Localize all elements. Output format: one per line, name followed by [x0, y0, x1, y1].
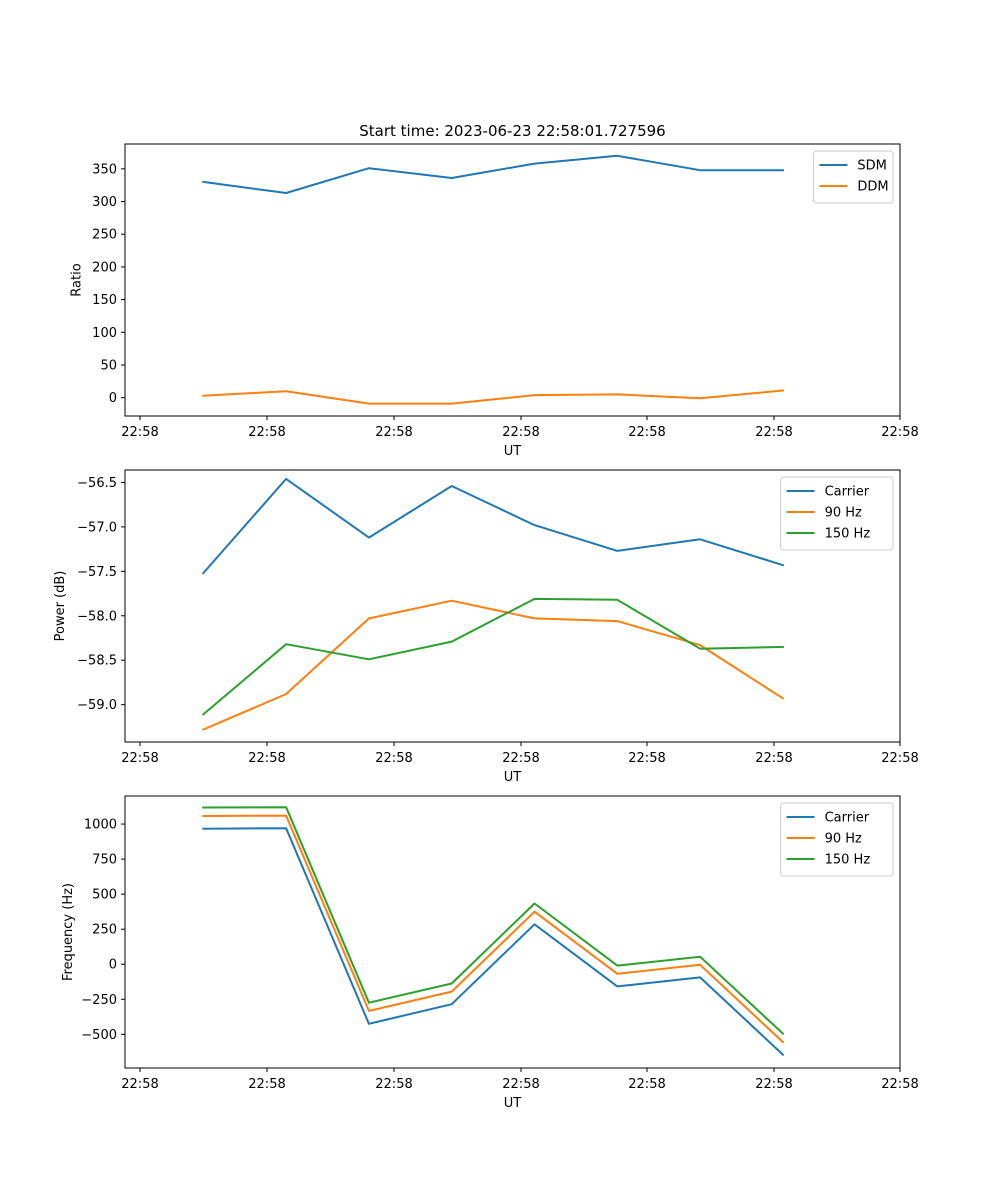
legend-entry: Carrier: [825, 485, 870, 500]
x-tick-label: 22:58: [502, 751, 539, 766]
series-line-90-hz: [202, 814, 785, 1044]
x-tick-label: 22:58: [881, 1077, 918, 1092]
x-tick-label: 22:58: [248, 425, 285, 440]
y-axis-label: Frequency (Hz): [61, 883, 76, 981]
y-tick-label: 0: [109, 391, 117, 406]
legend: SDM DDM: [812, 150, 894, 204]
x-tick-label: 22:58: [375, 1077, 412, 1092]
legend-entry: DDM: [857, 180, 888, 195]
x-tick-label: 22:58: [755, 1077, 792, 1092]
x-tick-label: 22:58: [628, 425, 665, 440]
y-tick-label: −57.5: [77, 565, 117, 580]
legend-entry: 90 Hz: [825, 832, 862, 847]
y-tick-label: 200: [92, 260, 117, 275]
x-tick-label: 22:58: [881, 751, 918, 766]
y-tick-label: −59.0: [77, 698, 117, 713]
x-tick-label: 22:58: [755, 425, 792, 440]
x-axis-label: UT: [504, 444, 522, 459]
subplot-3: 22:58 22:58 22:58 22:58 22:58 22:58 22:58 UT −50…: [61, 795, 919, 1111]
axes-frame: [124, 143, 901, 417]
legend-entry: SDM: [857, 159, 886, 174]
legend-entry: Carrier: [825, 811, 870, 826]
x-tick-label: 22:58: [628, 1077, 665, 1092]
y-tick-label: −58.5: [77, 654, 117, 669]
y-tick-label: −56.5: [77, 476, 117, 491]
legend-box: [780, 802, 894, 877]
y-axis-label: Power (dB): [53, 571, 68, 642]
legend-entry: 150 Hz: [825, 527, 871, 542]
series-line-sdm: [202, 154, 784, 194]
subplot-2: 22:58 22:58 22:58 22:58 22:58 22:58 22:58 UT −59…: [53, 469, 919, 785]
chart-title: Start time: 2023-06-23 22:58:01.727596: [359, 122, 665, 140]
y-tick-label: −500: [81, 1028, 117, 1043]
y-tick-label: −58.0: [77, 609, 117, 624]
x-tick-label: 22:58: [375, 751, 412, 766]
y-tick-label: 350: [92, 162, 117, 177]
y-tick-label: 750: [92, 853, 117, 868]
y-tick-label: 250: [92, 228, 117, 243]
x-tick-label: 22:58: [502, 425, 539, 440]
x-tick-label: 22:58: [248, 751, 285, 766]
y-tick-label: 0: [109, 958, 117, 973]
axes-frame: [124, 469, 901, 743]
y-tick-label: 100: [92, 326, 117, 341]
x-tick-label: 22:58: [121, 1077, 158, 1092]
y-tick-label: 1000: [84, 818, 117, 833]
axes-frame: [124, 795, 901, 1069]
x-tick-label: 22:58: [755, 751, 792, 766]
x-axis-label: UT: [504, 1096, 522, 1111]
series-line-carrier: [202, 827, 785, 1057]
series-line-150-hz: [202, 806, 785, 1036]
legend-box: [780, 476, 894, 551]
legend-entry: 90 Hz: [825, 506, 862, 521]
y-tick-label: 300: [92, 195, 117, 210]
x-tick-label: 22:58: [502, 1077, 539, 1092]
x-axis-label: UT: [504, 770, 522, 785]
x-tick-label: 22:58: [881, 425, 918, 440]
y-tick-label: 150: [92, 293, 117, 308]
series-line-carrier: [201, 477, 785, 575]
x-tick-label: 22:58: [628, 751, 665, 766]
legend: Carrier 90 Hz 150 Hz: [780, 802, 894, 877]
legend: Carrier 90 Hz 150 Hz: [780, 476, 894, 551]
y-axis-label: Ratio: [69, 263, 84, 296]
y-tick-label: −57.0: [77, 520, 117, 535]
x-tick-label: 22:58: [248, 1077, 285, 1092]
subplot-1: Start time: 2023-06-23 22:58:01.727596 22…: [69, 122, 918, 459]
series-line-ddm: [202, 389, 784, 405]
x-tick-label: 22:58: [375, 425, 412, 440]
x-tick-label: 22:58: [121, 751, 158, 766]
legend-entry: 150 Hz: [825, 853, 871, 868]
y-tick-label: 50: [100, 359, 117, 374]
y-tick-label: −250: [81, 993, 117, 1008]
series-line-150-hz: [201, 597, 784, 716]
y-tick-label: 500: [92, 888, 117, 903]
y-tick-label: 250: [92, 923, 117, 938]
x-tick-label: 22:58: [121, 425, 158, 440]
